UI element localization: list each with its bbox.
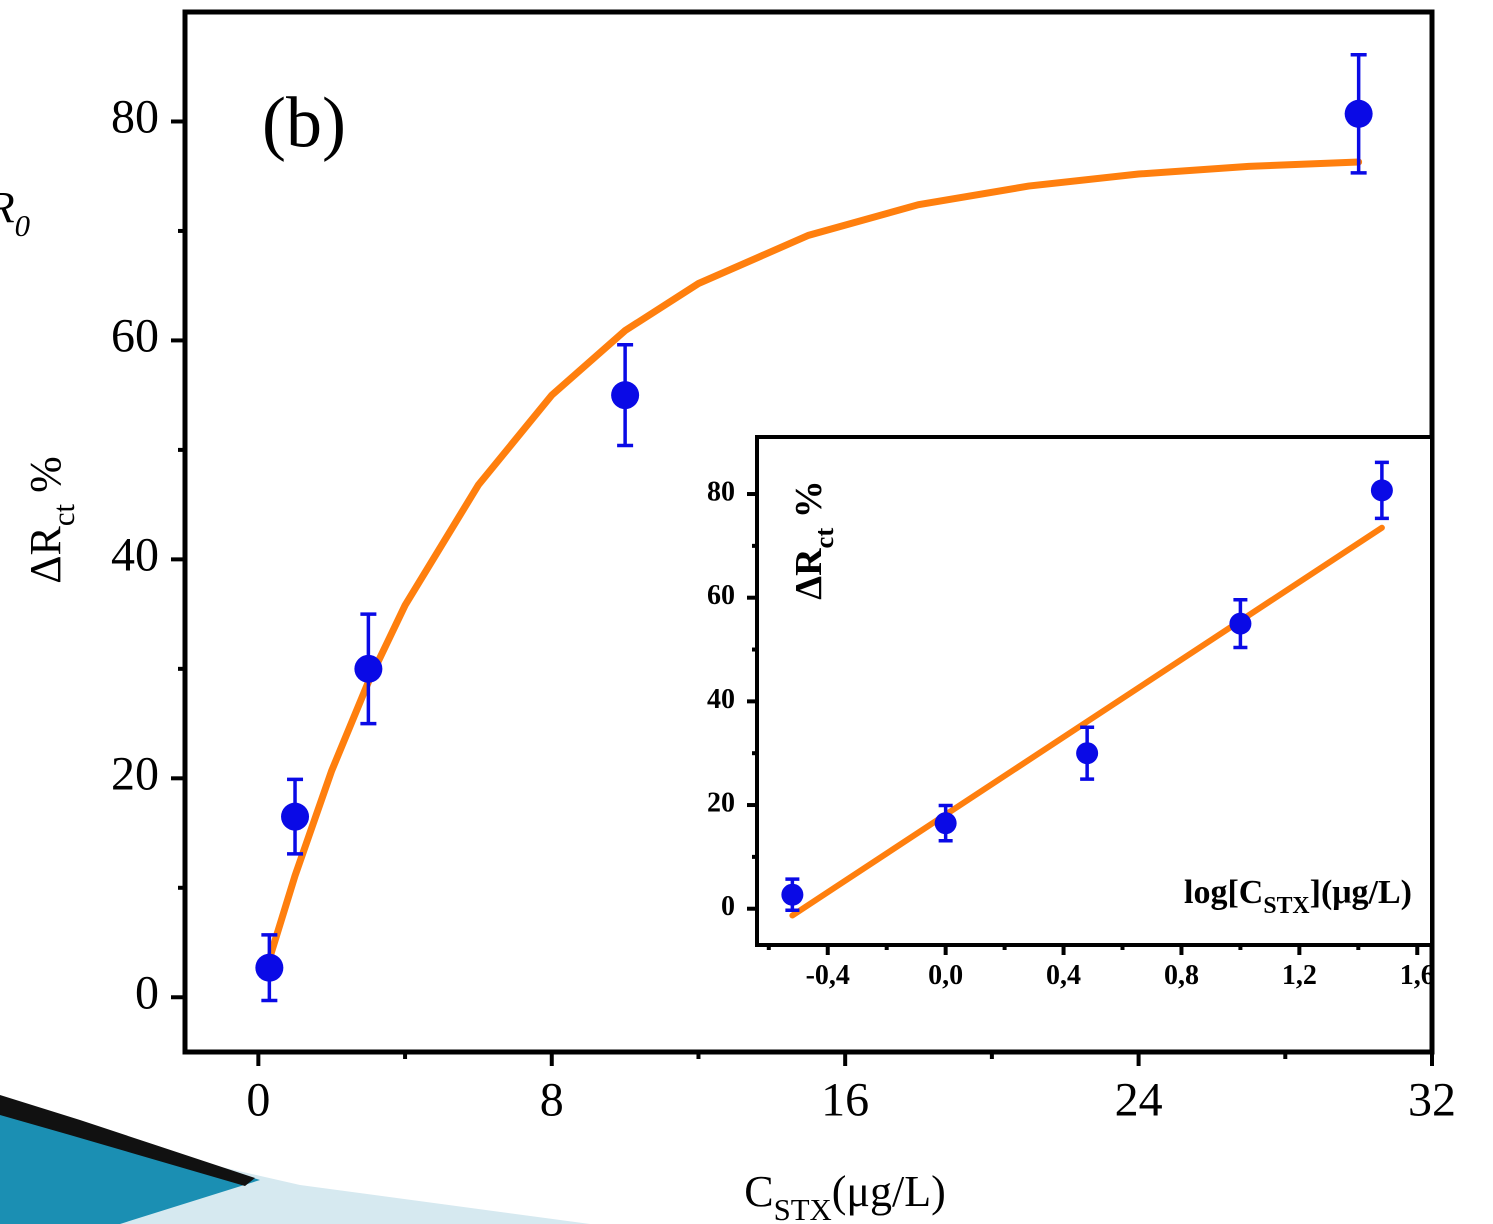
y-tick-label: 20 [707, 787, 735, 818]
label-text: R [0, 183, 15, 232]
y-tick-label: 60 [707, 580, 735, 611]
label-sub: 0 [15, 209, 30, 243]
x-tick-label: 0 [246, 1073, 270, 1126]
x-tick-label: 32 [1408, 1073, 1456, 1126]
data-point [354, 654, 383, 683]
data-point [255, 953, 284, 982]
x-tick-label: 1,6 [1400, 960, 1435, 991]
label-sub: STX [774, 1193, 832, 1224]
x-tick-label: 24 [1115, 1073, 1163, 1126]
x-axis-label: CSTX(μg/L) [744, 1167, 946, 1224]
data-point [1229, 612, 1252, 635]
fit-line [265, 158, 1363, 963]
y-axis-label: ΔRct % [788, 480, 839, 599]
data-point [1344, 99, 1373, 128]
x-tick-label: 0,8 [1164, 960, 1199, 991]
cut-label: R0 [0, 183, 30, 243]
y-tick-label: 0 [721, 891, 735, 922]
label-text: ΔR [788, 548, 830, 600]
x-tick-label: 0,4 [1046, 960, 1081, 991]
y-tick-label: 40 [111, 528, 159, 581]
label-sub: STX [1263, 893, 1309, 919]
y-tick-label: 0 [135, 966, 159, 1019]
y-axis-label: ΔRct % [21, 456, 81, 584]
label-sub: ct [47, 503, 81, 526]
x-tick-label: 0,0 [928, 960, 963, 991]
data-point [1076, 742, 1099, 765]
data-point [934, 812, 957, 835]
y-tick-label: 80 [707, 476, 735, 507]
label-text: ΔR [21, 525, 70, 583]
label-text: (μg/L) [832, 1167, 946, 1216]
label-text: % [788, 480, 830, 528]
data-point [1370, 479, 1393, 502]
x-axis-label: log[CSTX](μg/L) [1184, 874, 1412, 920]
plot-frame [755, 435, 1434, 947]
decoration [0, 1095, 255, 1186]
label-text: ](μg/L) [1310, 874, 1412, 911]
fit-line [789, 524, 1385, 919]
label-sub: ct [809, 528, 839, 549]
data-point [781, 883, 804, 906]
x-tick-label: 8 [540, 1073, 564, 1126]
y-tick-label: 20 [111, 747, 159, 800]
y-tick-label: 80 [111, 90, 159, 143]
x-tick-label: 16 [821, 1073, 869, 1126]
label-text: % [21, 456, 70, 504]
y-tick-label: 60 [111, 309, 159, 362]
label-text: C [744, 1167, 773, 1216]
y-tick-label: 40 [707, 684, 735, 715]
label-text: log[C [1184, 874, 1263, 911]
data-point [611, 381, 640, 410]
x-tick-label: -0,4 [806, 960, 850, 991]
x-tick-label: 1,2 [1282, 960, 1317, 991]
data-point [281, 802, 310, 831]
annotation: (b) [262, 83, 346, 163]
